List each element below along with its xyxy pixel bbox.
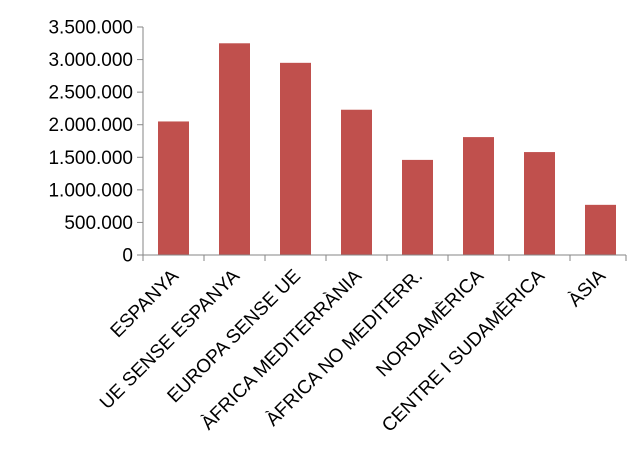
bar: [463, 137, 494, 255]
y-tick-label: 1.000.000: [48, 180, 133, 201]
x-tick-label: ÀSIA: [565, 265, 611, 311]
y-tick-label: 500.000: [64, 213, 133, 234]
bar: [280, 62, 311, 256]
bar: [158, 121, 189, 255]
bar: [524, 152, 555, 255]
x-tick-label: NORDAMÈRICA: [372, 265, 488, 381]
bar: [341, 109, 372, 255]
y-tick-label: 1.500.000: [48, 148, 133, 169]
bar: [219, 43, 250, 256]
y-axis: 0 500.000 1.000.000 1.500.000 2.000.000 2.500…: [48, 18, 144, 267]
y-tick-label: 2.500.000: [48, 83, 133, 104]
y-tick-label: 3.500.000: [48, 18, 133, 39]
y-tick-label: 0: [122, 246, 133, 267]
bar: [585, 204, 616, 255]
y-tick-label: 3.000.000: [48, 50, 133, 71]
bar: [402, 159, 433, 255]
bars: [158, 43, 616, 256]
y-tick-label: 2.000.000: [48, 115, 133, 136]
